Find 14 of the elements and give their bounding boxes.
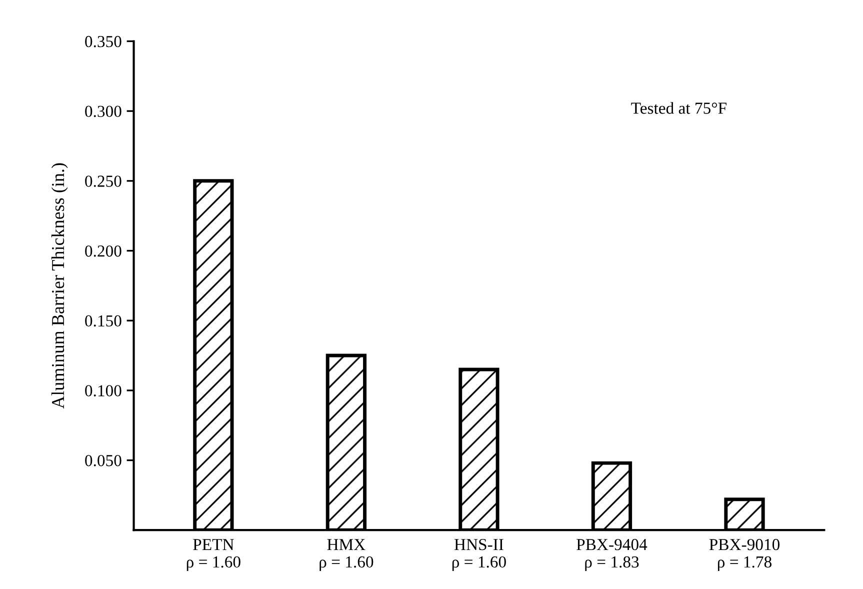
- y-tick-label: 0.150: [85, 315, 122, 327]
- x-tick-label: HNS-II ρ = 1.60: [452, 538, 506, 571]
- y-tick-label: 0.350: [85, 36, 122, 48]
- y-tick-label: 0.300: [85, 106, 122, 118]
- x-tick-label: PBX-9010 ρ = 1.78: [709, 538, 780, 571]
- annotation: Tested at 75°F: [631, 102, 726, 114]
- y-axis-title: Aluminum Barrier Thickness (in.): [51, 163, 68, 409]
- y-tick-label: 0.250: [85, 176, 122, 187]
- x-tick-label: HMX ρ = 1.60: [320, 539, 374, 571]
- y-tick-label: 0.050: [85, 454, 122, 466]
- x-tick-label: PETN ρ = 1.60: [186, 539, 240, 571]
- y-tick-label: 0.200: [85, 245, 122, 257]
- y-tick-label: 0.100: [85, 385, 122, 396]
- x-tick-label: PBX-9404 ρ = 1.83: [576, 538, 648, 571]
